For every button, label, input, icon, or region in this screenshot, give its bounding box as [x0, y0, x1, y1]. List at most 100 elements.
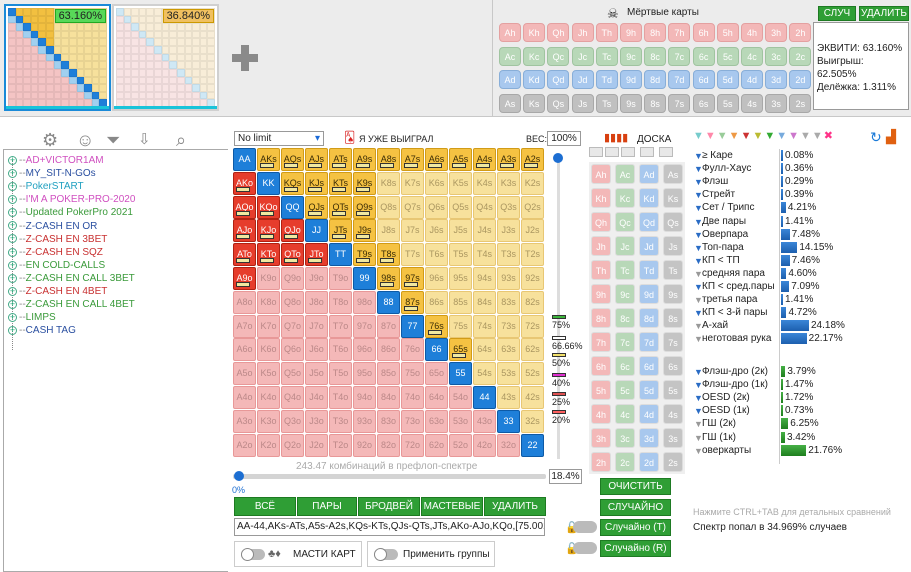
stat-row[interactable]: ▼ Фулл-Хаус 0.36% — [693, 162, 911, 175]
funnel-grey-icon[interactable]: ▼ — [694, 295, 703, 306]
hand-cell[interactable]: K2s — [521, 171, 544, 195]
hand-cell[interactable]: QJo — [281, 219, 304, 243]
hand-cell[interactable]: 99 — [353, 266, 376, 290]
stat-row[interactable]: ▼ Стрейт 0.39% — [693, 188, 911, 201]
dead-card[interactable]: Th — [595, 23, 618, 42]
dead-card[interactable]: 2h — [789, 23, 812, 42]
hand-cell[interactable]: 98o — [353, 290, 376, 314]
board-card[interactable]: Ac — [615, 164, 635, 184]
funnel-icon[interactable]: ▼ — [694, 190, 703, 201]
board-card[interactable]: Ks — [663, 188, 683, 208]
hand-cell[interactable]: K6s — [425, 171, 448, 195]
tree-item[interactable]: + --Z-CASH EN 3BET — [8, 233, 108, 245]
board-card[interactable]: 6d — [639, 356, 659, 376]
range-slider-track[interactable] — [233, 474, 546, 479]
hand-cell[interactable]: KJo — [257, 219, 280, 243]
remove-button[interactable]: УДАЛИТЬ — [484, 497, 546, 516]
stat-row[interactable]: ▼ А-хай 24.18% — [693, 319, 911, 332]
funnel-grey-icon[interactable]: ▼ — [694, 419, 703, 430]
board-card[interactable]: Qs — [663, 212, 683, 232]
board-card[interactable]: 2d — [639, 452, 659, 472]
weight-slider-track[interactable] — [557, 154, 560, 459]
stat-row[interactable]: ▼ третья пара 1.41% — [693, 293, 911, 306]
funnel-grey-icon[interactable]: ▼ — [694, 445, 703, 456]
hand-cell[interactable]: A3o — [233, 409, 256, 433]
board-card[interactable]: Qh — [591, 212, 611, 232]
dead-card[interactable]: Qd — [547, 70, 570, 89]
hand-cell[interactable]: 62s — [521, 338, 544, 362]
dead-card[interactable]: 8h — [644, 23, 667, 42]
all-button[interactable]: ВСЁ — [234, 497, 296, 516]
hand-cell[interactable]: 94o — [353, 385, 376, 409]
funnel-icon[interactable]: ▼ — [694, 216, 703, 227]
hand-cell[interactable]: QTo — [281, 243, 304, 267]
hand-cell[interactable]: T6s — [425, 243, 448, 267]
hand-cell[interactable]: 92o — [353, 433, 376, 457]
expand-icon[interactable]: + — [8, 167, 17, 178]
hand-cell[interactable]: KJs — [305, 171, 328, 195]
board-card[interactable]: 3c — [615, 428, 635, 448]
board-card[interactable]: 7h — [591, 332, 611, 352]
dead-card[interactable]: 9s — [620, 93, 642, 113]
hand-cell[interactable]: Q8s — [377, 195, 400, 219]
funnel-grey-icon[interactable]: ▼ — [694, 432, 703, 443]
dead-card[interactable]: 2c — [789, 46, 812, 66]
stat-row[interactable]: ▼ OESD (1к) 0.73% — [693, 404, 911, 417]
hand-cell[interactable]: Q2o — [281, 433, 304, 457]
hand-cell[interactable]: K8s — [377, 171, 400, 195]
hand-cell[interactable]: K7o — [257, 314, 280, 338]
hand-cell[interactable]: 74s — [473, 314, 496, 338]
range-thumbnail-1[interactable]: 63.160% — [4, 4, 111, 111]
hand-cell[interactable]: JTs — [329, 219, 352, 243]
hand-cell[interactable]: 82o — [377, 433, 400, 457]
hand-cell[interactable]: J5o — [305, 362, 328, 386]
pairs-button[interactable]: ПАРЫ — [297, 497, 357, 516]
hand-cell[interactable]: J9o — [305, 266, 328, 290]
hand-cell[interactable]: J2o — [305, 433, 328, 457]
board-card[interactable]: 2h — [591, 452, 611, 472]
hand-cell[interactable]: Q9s — [353, 195, 376, 219]
stat-row[interactable]: ▼ КП < сред.пары 7.09% — [693, 280, 911, 293]
hand-cell[interactable]: T4s — [473, 243, 496, 267]
hand-cell[interactable]: AKo — [233, 171, 256, 195]
hand-cell[interactable]: J8o — [305, 290, 328, 314]
dead-card[interactable]: 7c — [668, 46, 691, 66]
hand-cell[interactable]: 52o — [449, 433, 472, 457]
board-card[interactable]: Jd — [639, 236, 659, 256]
random-r-toggle[interactable] — [573, 542, 597, 554]
hand-cell[interactable]: 82s — [521, 290, 544, 314]
dead-card[interactable]: 4d — [741, 70, 763, 89]
expand-icon[interactable]: + — [8, 207, 17, 218]
stat-row[interactable]: ▼ ≥ Каре 0.08% — [693, 149, 911, 162]
hand-cell[interactable]: 66 — [425, 338, 448, 362]
stat-row[interactable]: ▼ средняя пара 4.60% — [693, 267, 911, 280]
already-won-label[interactable]: Я УЖЕ ВЫИГРАЛ — [359, 134, 434, 144]
dead-card[interactable]: 3c — [765, 46, 788, 66]
tree-item[interactable]: + --EN COLD-CALLS — [8, 259, 106, 271]
board-card[interactable]: 8h — [591, 308, 611, 328]
apply-groups-toggle[interactable]: Применить группы — [367, 541, 495, 567]
stat-row[interactable]: ▼ Сет / Трипс 4.21% — [693, 201, 911, 214]
expand-icon[interactable]: + — [8, 325, 17, 336]
dead-card[interactable]: 8s — [644, 93, 667, 113]
dead-card[interactable]: Ks — [523, 93, 546, 113]
dead-card[interactable]: As — [499, 93, 521, 113]
hand-cell[interactable]: K4o — [257, 385, 280, 409]
board-card[interactable]: 8d — [639, 308, 659, 328]
hand-cell[interactable]: 83o — [377, 409, 400, 433]
dead-card[interactable]: 8c — [644, 46, 667, 66]
board-card[interactable]: 3s — [663, 428, 683, 448]
broadways-button[interactable]: БРОДВЕЙ — [358, 497, 420, 516]
expand-icon[interactable]: + — [8, 181, 17, 192]
board-card[interactable]: 4d — [639, 404, 659, 424]
hand-cell[interactable]: Q9o — [281, 266, 304, 290]
add-range-icon[interactable] — [230, 43, 260, 73]
hand-cell[interactable]: T9s — [353, 243, 376, 267]
dead-card[interactable]: 8d — [644, 70, 667, 89]
stat-row[interactable]: ▼ Флэш-дро (2к) 3.79% — [693, 365, 911, 378]
tree-item[interactable]: + --Z-CASH EN OR — [8, 220, 98, 232]
hand-cell[interactable]: 75s — [449, 314, 472, 338]
board-card[interactable]: Kc — [615, 188, 635, 208]
hand-cell[interactable]: 84s — [473, 290, 496, 314]
expand-icon[interactable]: + — [8, 220, 17, 231]
